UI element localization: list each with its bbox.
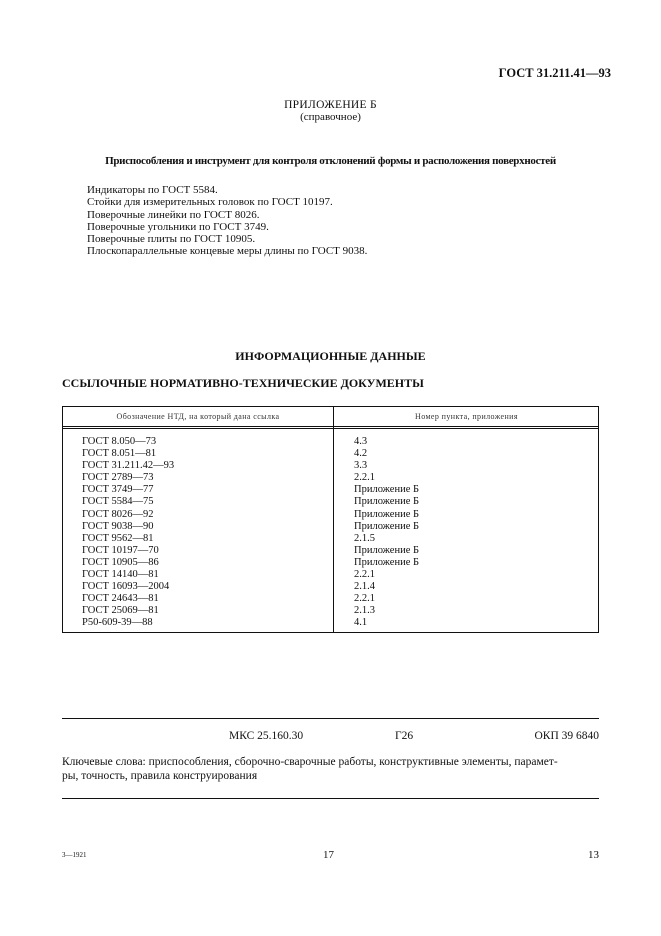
designation-cell: ГОСТ 25069—81 <box>82 605 159 617</box>
designation-cell: ГОСТ 9038—90 <box>82 520 154 532</box>
group-code: Г26 <box>395 730 414 742</box>
designation-cell: ГОСТ 8026—92 <box>82 508 154 520</box>
keywords-line: Ключевые слова: приспособления, сборочно… <box>62 756 558 768</box>
designation-cell: ГОСТ 2789—73 <box>82 472 154 484</box>
clause-cell: 4.3 <box>354 436 368 447</box>
divider <box>62 718 599 719</box>
keywords: Ключевые слова: приспособления, сборочно… <box>62 755 558 783</box>
clause-cell: 2.1.5 <box>354 532 375 544</box>
clause-cell: 2.1.4 <box>354 581 375 593</box>
designation-cell: ГОСТ 31.211.42—93 <box>82 460 175 472</box>
designation-cell: ГОСТ 10197—70 <box>82 544 159 556</box>
list-item: Поверочные плиты по ГОСТ 10905. <box>87 233 256 246</box>
clause-cell: 2.2.1 <box>354 593 375 605</box>
clause-cell: Приложение Б <box>354 484 420 496</box>
clause-cell: 2.2.1 <box>354 569 375 581</box>
clause-column: 4.3 4.2 3.3 2.2.1 Приложение Б Приложение Б Пр… <box>354 436 419 630</box>
order-number: 3—1921 <box>62 851 87 859</box>
designation-cell: Р50-609-39—88 <box>82 617 153 629</box>
designation-cell: ГОСТ 10905—86 <box>82 556 159 568</box>
appendix-title: ПРИЛОЖЕНИЕ Б <box>284 99 377 111</box>
designation-cell: ГОСТ 14140—81 <box>82 569 159 581</box>
divider <box>62 798 599 799</box>
list-item: Плоскопараллельные концевые меры длины п… <box>87 245 368 258</box>
page-number: 13 <box>588 849 599 861</box>
okp-code: ОКП 39 6840 <box>534 730 599 742</box>
mks-code: МКС 25.160.30 <box>229 730 304 742</box>
designation-cell: ГОСТ 16093—2004 <box>82 581 170 593</box>
clause-cell: 2.2.1 <box>354 472 375 484</box>
keywords-line: ры, точность, правила конструирования <box>62 770 258 782</box>
center-page-number: 17 <box>323 849 334 861</box>
designation-cell: ГОСТ 8.051—81 <box>82 448 157 460</box>
clause-cell: Приложение Б <box>354 508 420 520</box>
clause-cell: 2.1.3 <box>354 605 375 617</box>
header-designation: Обозначение НТД, на который дана ссылка <box>116 412 280 421</box>
designation-cell: ГОСТ 3749—77 <box>82 484 154 496</box>
appendix-subtitle: (справочное) <box>300 111 361 123</box>
list-item: Стойки для измерительных головок по ГОСТ… <box>87 196 333 209</box>
references-table: Обозначение НТД, на который дана ссылка … <box>62 406 599 633</box>
list-item: Поверочные угольники по ГОСТ 3749. <box>87 220 269 233</box>
clause-cell: Приложение Б <box>354 496 420 508</box>
clause-cell: Приложение Б <box>354 544 420 556</box>
info-subtitle: ССЫЛОЧНЫЕ НОРМАТИВНО-ТЕХНИЧЕСКИЕ ДОКУМЕН… <box>62 376 424 390</box>
clause-cell: Приложение Б <box>354 520 420 532</box>
designation-cell: ГОСТ 8.050—73 <box>82 436 157 447</box>
clause-cell: 4.2 <box>354 448 368 460</box>
doc-code: ГОСТ 31.211.41—93 <box>498 66 611 80</box>
designation-cell: ГОСТ 24643—81 <box>82 593 159 605</box>
header-clause: Номер пункта, приложения <box>415 412 518 421</box>
designation-column: ГОСТ 8.050—73 ГОСТ 8.051—81 ГОСТ 31.211.42… <box>82 436 174 630</box>
info-title: ИНФОРМАЦИОННЫЕ ДАННЫЕ <box>235 349 426 363</box>
list-item: Индикаторы по ГОСТ 5584. <box>87 184 218 196</box>
appendix-heading: Приспособления и инструмент для контроля… <box>105 155 556 167</box>
designation-cell: ГОСТ 9562—81 <box>82 532 154 544</box>
designation-cell: ГОСТ 5584—75 <box>82 496 154 508</box>
clause-cell: 4.1 <box>354 617 368 629</box>
clause-cell: 3.3 <box>354 460 368 472</box>
table-header: Обозначение НТД, на который дана ссылка … <box>63 407 598 429</box>
column-divider <box>333 407 334 632</box>
tools-list: Индикаторы по ГОСТ 5584. Стойки для изме… <box>87 184 367 258</box>
list-item: Поверочные линейки по ГОСТ 8026. <box>87 208 260 221</box>
clause-cell: Приложение Б <box>354 556 420 568</box>
